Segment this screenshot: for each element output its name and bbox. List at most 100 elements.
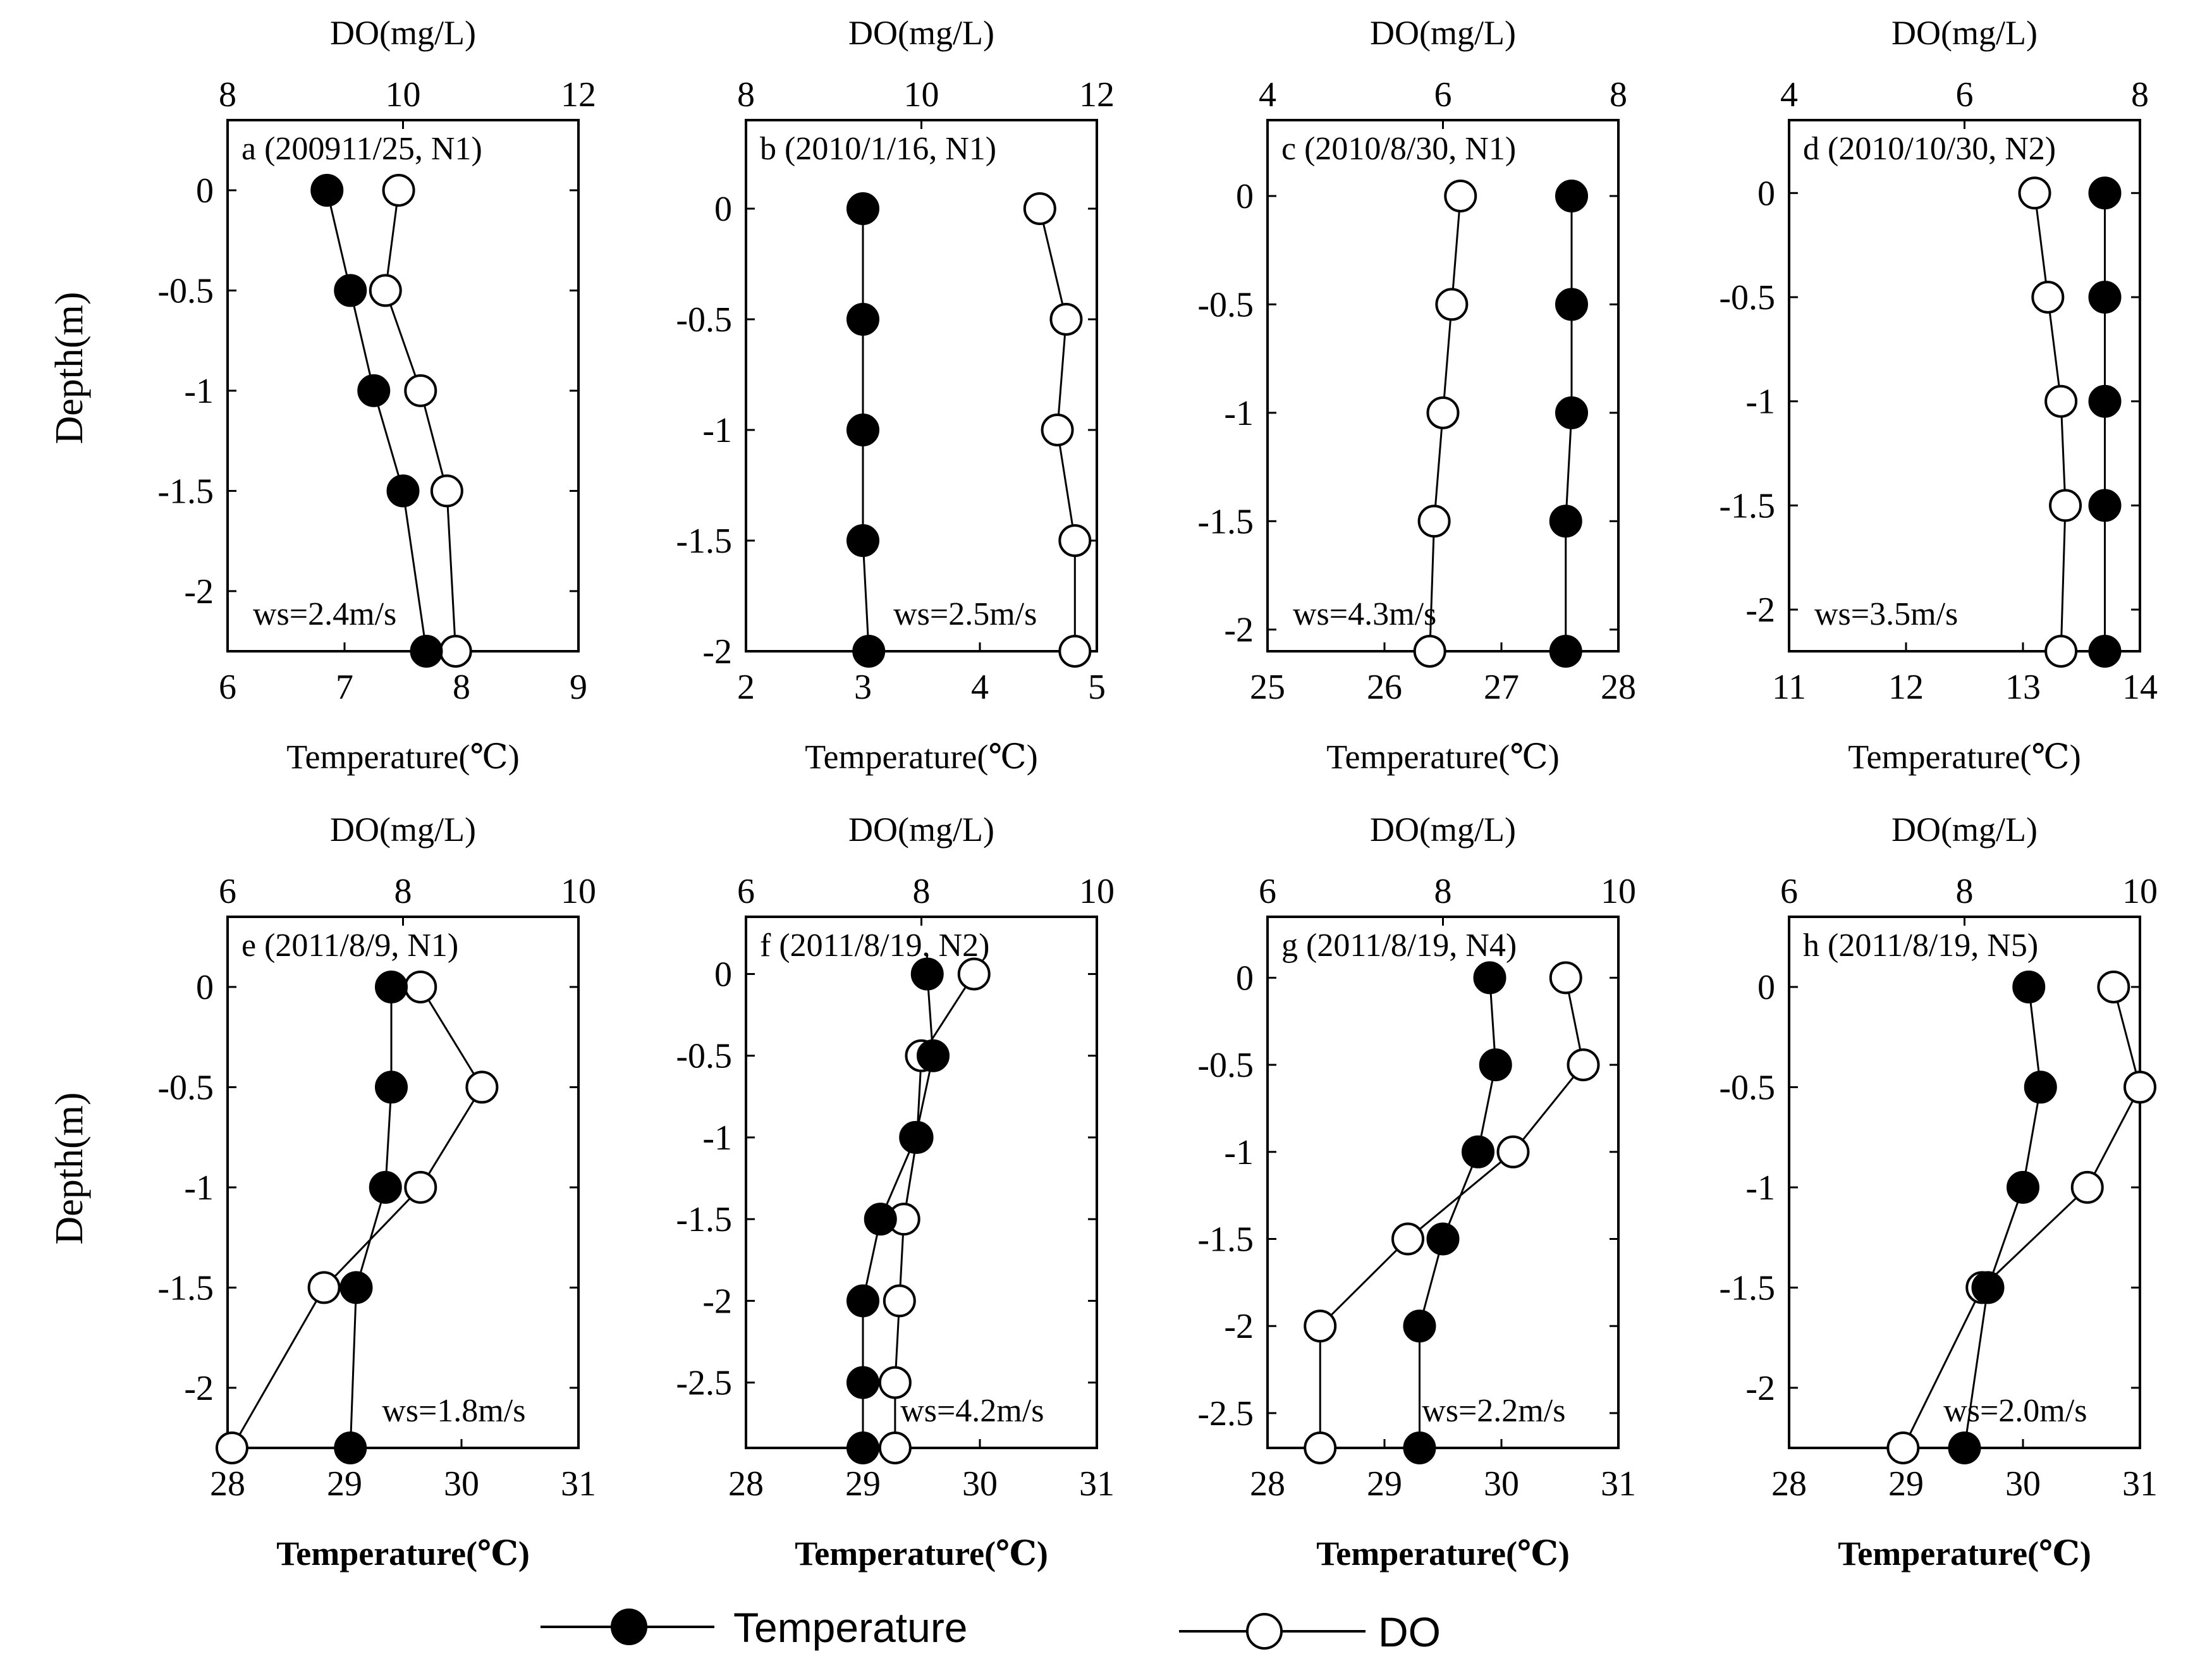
x2-tick-label: 6: [1259, 872, 1276, 911]
x-tick-label: 30: [444, 1464, 479, 1504]
y-tick-label: -0.5: [676, 1037, 732, 1076]
panel-label: d (2010/10/30, N2): [1803, 131, 2056, 167]
x2-tick-label: 6: [219, 872, 236, 911]
temperature-point: [846, 303, 879, 336]
do-point: [404, 1170, 437, 1204]
x-tick-label: 4: [971, 668, 989, 707]
temperature-point: [2088, 176, 2122, 210]
do-point: [1023, 192, 1056, 225]
x2-tick-label: 6: [1434, 75, 1452, 114]
x-tick-label: 25: [1250, 668, 1285, 707]
y-tick-label: -1.5: [157, 472, 214, 511]
x2-axis-title: DO(mg/L): [848, 811, 994, 849]
y-tick-label: -2: [1224, 611, 1254, 650]
x-tick-label: 9: [570, 668, 587, 707]
y-tick-label: -1: [702, 411, 732, 450]
y-tick-label: -1.5: [1719, 1268, 1775, 1308]
y-tick-label: -0.5: [1197, 1046, 1254, 1085]
do-point: [1304, 1309, 1337, 1343]
y-tick-label: -0.5: [157, 271, 214, 310]
y-tick-label: 0: [1236, 959, 1254, 998]
y-tick-label: -1: [1224, 1133, 1254, 1172]
chart-panel-8: 28 29 30 31 6 8 10 0 -0.5 -1 -1.5 -2 Temperature(℃) D…: [1719, 811, 2158, 1572]
y-tick-label: -1: [1745, 1168, 1775, 1208]
do-point: [430, 474, 463, 508]
legend-temperature-icon: [611, 1609, 647, 1645]
y-tick-label: 0: [1757, 968, 1775, 1007]
do-point: [883, 1284, 916, 1318]
temperature-point: [846, 1431, 879, 1464]
do-line: [2034, 193, 2067, 652]
x-tick-label: 14: [2122, 668, 2158, 707]
y-tick-label: -2.5: [1197, 1394, 1254, 1433]
do-point: [1058, 524, 1092, 557]
do-point: [1549, 961, 1582, 995]
panel-label: g (2011/8/19, N4): [1281, 928, 1517, 964]
x-tick-label: 31: [2122, 1464, 2158, 1504]
wind-speed-annotation: ws=2.0m/s: [1943, 1393, 2087, 1429]
x-axis-title: Temperature(℃): [276, 1535, 530, 1572]
temperature-line: [326, 190, 427, 652]
y-tick-label: -1.5: [1719, 486, 1775, 525]
temperature-point: [846, 524, 879, 557]
y-tick-label: -0.5: [1197, 285, 1254, 324]
legend: Temperature DO: [541, 1604, 1441, 1655]
temperature-point: [339, 1271, 373, 1304]
temperature-point: [1403, 1431, 1436, 1464]
do-point: [1049, 303, 1083, 336]
do-point: [2018, 176, 2051, 210]
x-tick-label: 26: [1367, 668, 1402, 707]
chart-panel-3: 25 26 27 28 4 6 8 0 -0.5 -1 -1.5 -2 Temperature(℃) DO…: [1197, 14, 1636, 776]
x-tick-label: 7: [336, 668, 353, 707]
temperature-point: [1971, 1271, 2005, 1304]
temperature-point: [386, 474, 420, 508]
temperature-point: [334, 1431, 367, 1464]
panel-label: b (2010/1/16, N1): [760, 131, 996, 167]
x2-axis-title: DO(mg/L): [1370, 811, 1516, 849]
temperature-point: [1549, 635, 1582, 668]
do-point: [1413, 635, 1446, 668]
x-tick-label: 28: [1771, 1464, 1807, 1504]
panel-label: e (2011/8/9, N1): [241, 928, 458, 964]
x2-tick-label: 10: [561, 872, 596, 911]
do-point: [2044, 635, 2078, 668]
x2-tick-label: 8: [394, 872, 412, 911]
do-point: [878, 1431, 912, 1464]
y-tick-label: -2: [184, 572, 214, 611]
wind-speed-annotation: ws=2.5m/s: [893, 596, 1037, 632]
do-line: [1902, 986, 2141, 1449]
wind-speed-annotation: ws=2.2m/s: [1422, 1393, 1565, 1429]
wind-speed-annotation: ws=2.4m/s: [253, 596, 396, 632]
temperature-point: [846, 414, 879, 446]
x2-tick-label: 6: [1956, 75, 1974, 114]
do-point: [307, 1271, 341, 1304]
temperature-point: [2024, 1070, 2057, 1104]
x2-axis-title: DO(mg/L): [1891, 811, 2038, 849]
temperature-point: [1403, 1309, 1436, 1343]
x-axis-title: Temperature(℃): [795, 1535, 1048, 1572]
wind-speed-annotation: ws=3.5m/s: [1814, 596, 1958, 632]
x2-axis-title: DO(mg/L): [848, 14, 994, 52]
y-tick-label: -2: [1745, 591, 1775, 630]
temperature-point: [864, 1203, 897, 1236]
x-tick-label: 11: [1772, 668, 1806, 707]
legend-temperature-label: Temperature: [733, 1604, 968, 1651]
x-tick-label: 8: [453, 668, 470, 707]
do-point: [1426, 396, 1460, 429]
panel-label: c (2010/8/30, N1): [1281, 131, 1516, 167]
do-point: [1567, 1048, 1600, 1082]
x-tick-label: 29: [327, 1464, 362, 1504]
x-tick-label: 3: [854, 668, 872, 707]
temperature-point: [910, 957, 944, 991]
y-tick-label: -1: [1745, 383, 1775, 422]
x2-tick-label: 10: [1601, 872, 1636, 911]
x2-tick-label: 8: [737, 75, 755, 114]
x-tick-label: 28: [728, 1464, 764, 1504]
y-tick-label: -2: [1745, 1369, 1775, 1408]
do-point: [382, 173, 415, 207]
x-tick-label: 30: [2005, 1464, 2041, 1504]
x-tick-label: 2: [737, 668, 755, 707]
x2-tick-label: 6: [737, 872, 755, 911]
temperature-point: [1555, 396, 1588, 429]
temperature-line: [1964, 986, 2042, 1449]
